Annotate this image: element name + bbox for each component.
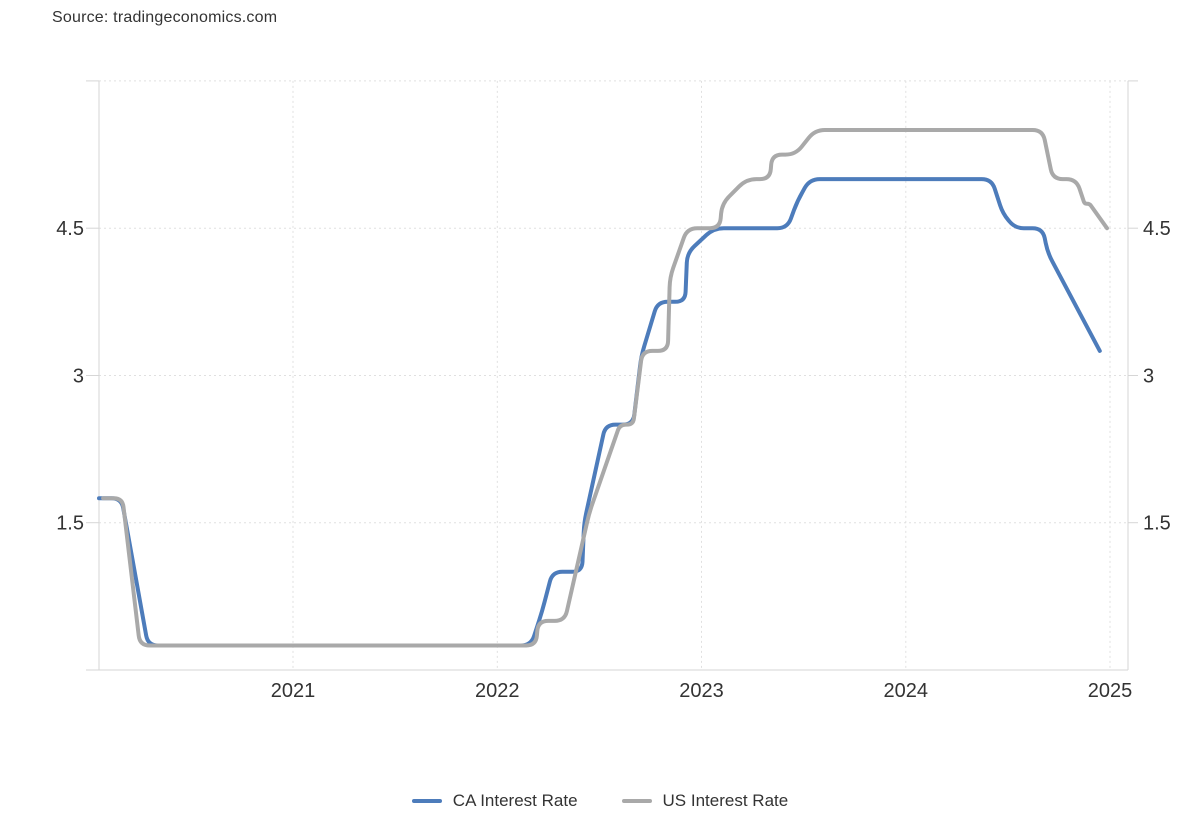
y-axis-tick-label-right: 4.5 — [1143, 218, 1171, 240]
legend-color-us-icon — [621, 799, 652, 803]
series-line-us[interactable] — [101, 128, 1109, 648]
y-axis-tick-label-left: 1.5 — [56, 513, 84, 535]
legend-item-us[interactable]: US Interest Rate — [621, 791, 789, 811]
interest-rate-chart[interactable]: 1.5 1.5 3 3 4.5 4.5 2021 2022 2023 2024 2025 — [0, 0, 1200, 760]
axis-labels: 1.5 1.5 3 3 4.5 4.5 2021 2022 2023 2024 2025 — [56, 218, 1171, 702]
y-axis-tick-label-left: 3 — [73, 366, 84, 388]
x-axis-tick-label: 2023 — [679, 680, 724, 702]
source-credit: Source: tradingeconomics.com — [52, 9, 278, 26]
x-axis-tick-label: 2021 — [271, 680, 316, 702]
x-axis-tick-label: 2025 — [1088, 680, 1133, 702]
legend-label-ca: CA Interest Rate — [452, 791, 578, 810]
x-axis-tick-label: 2024 — [884, 680, 929, 702]
axes — [86, 80, 1138, 671]
y-axis-tick-label-right: 3 — [1143, 366, 1154, 388]
legend-color-ca-icon — [411, 799, 442, 803]
legend-label-us: US Interest Rate — [662, 791, 789, 810]
series-line-ca[interactable] — [97, 177, 1102, 648]
legend-item-ca[interactable]: CA Interest Rate — [411, 791, 578, 811]
gridlines — [99, 80, 1128, 670]
y-axis-tick-label-right: 1.5 — [1143, 513, 1171, 535]
y-axis-tick-label-left: 4.5 — [56, 218, 84, 240]
x-axis-tick-label: 2022 — [475, 680, 520, 702]
chart-legend: CA Interest Rate US Interest Rate — [0, 791, 1200, 811]
